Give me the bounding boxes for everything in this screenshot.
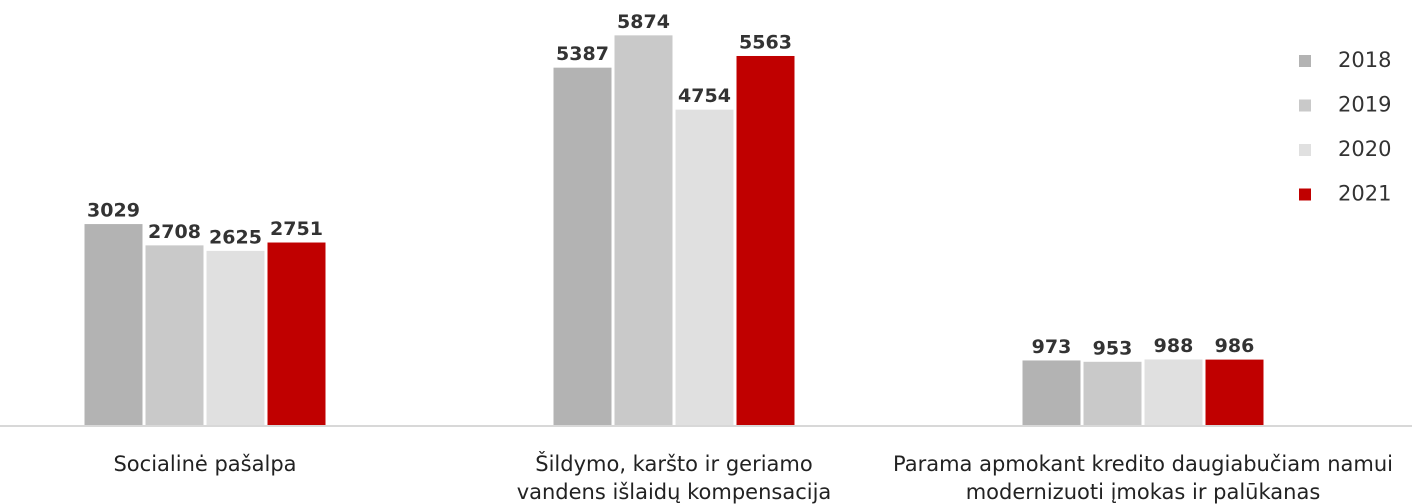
bar	[206, 250, 265, 425]
value-label: 5387	[556, 43, 609, 65]
value-label: 5874	[617, 11, 670, 33]
bar	[267, 242, 326, 425]
legend-swatch	[1299, 55, 1311, 67]
bar	[736, 55, 795, 425]
bar	[614, 35, 673, 425]
bar	[1022, 360, 1081, 425]
legend-swatch	[1299, 99, 1311, 112]
value-label: 988	[1154, 335, 1194, 357]
value-label: 973	[1032, 336, 1072, 358]
category-label: Parama apmokant kredito daugiabučiam nam…	[893, 452, 1393, 504]
bar	[1083, 361, 1142, 425]
legend-label: 2019	[1338, 93, 1391, 117]
category-label: Socialinė pašalpa	[113, 452, 297, 476]
value-label: 2708	[148, 221, 201, 243]
bar	[84, 224, 143, 425]
bar	[553, 67, 612, 426]
legend-label: 2021	[1338, 182, 1391, 206]
value-label: 2625	[209, 226, 262, 248]
bar	[675, 109, 734, 425]
legend-label: 2020	[1338, 137, 1391, 161]
bar	[1205, 359, 1264, 425]
value-label: 2751	[270, 218, 323, 240]
value-label: 5563	[739, 31, 792, 53]
value-label: 953	[1093, 337, 1133, 359]
bar	[1144, 359, 1203, 425]
legend-swatch	[1299, 188, 1311, 201]
value-label: 986	[1215, 335, 1255, 357]
value-label: 4754	[678, 85, 731, 107]
legend-swatch	[1299, 144, 1311, 156]
category-label: Šildymo, karšto ir geriamo vandens išlai…	[516, 452, 832, 504]
legend-label: 2018	[1338, 48, 1391, 72]
bar	[145, 245, 204, 425]
value-label: 3029	[87, 200, 140, 222]
